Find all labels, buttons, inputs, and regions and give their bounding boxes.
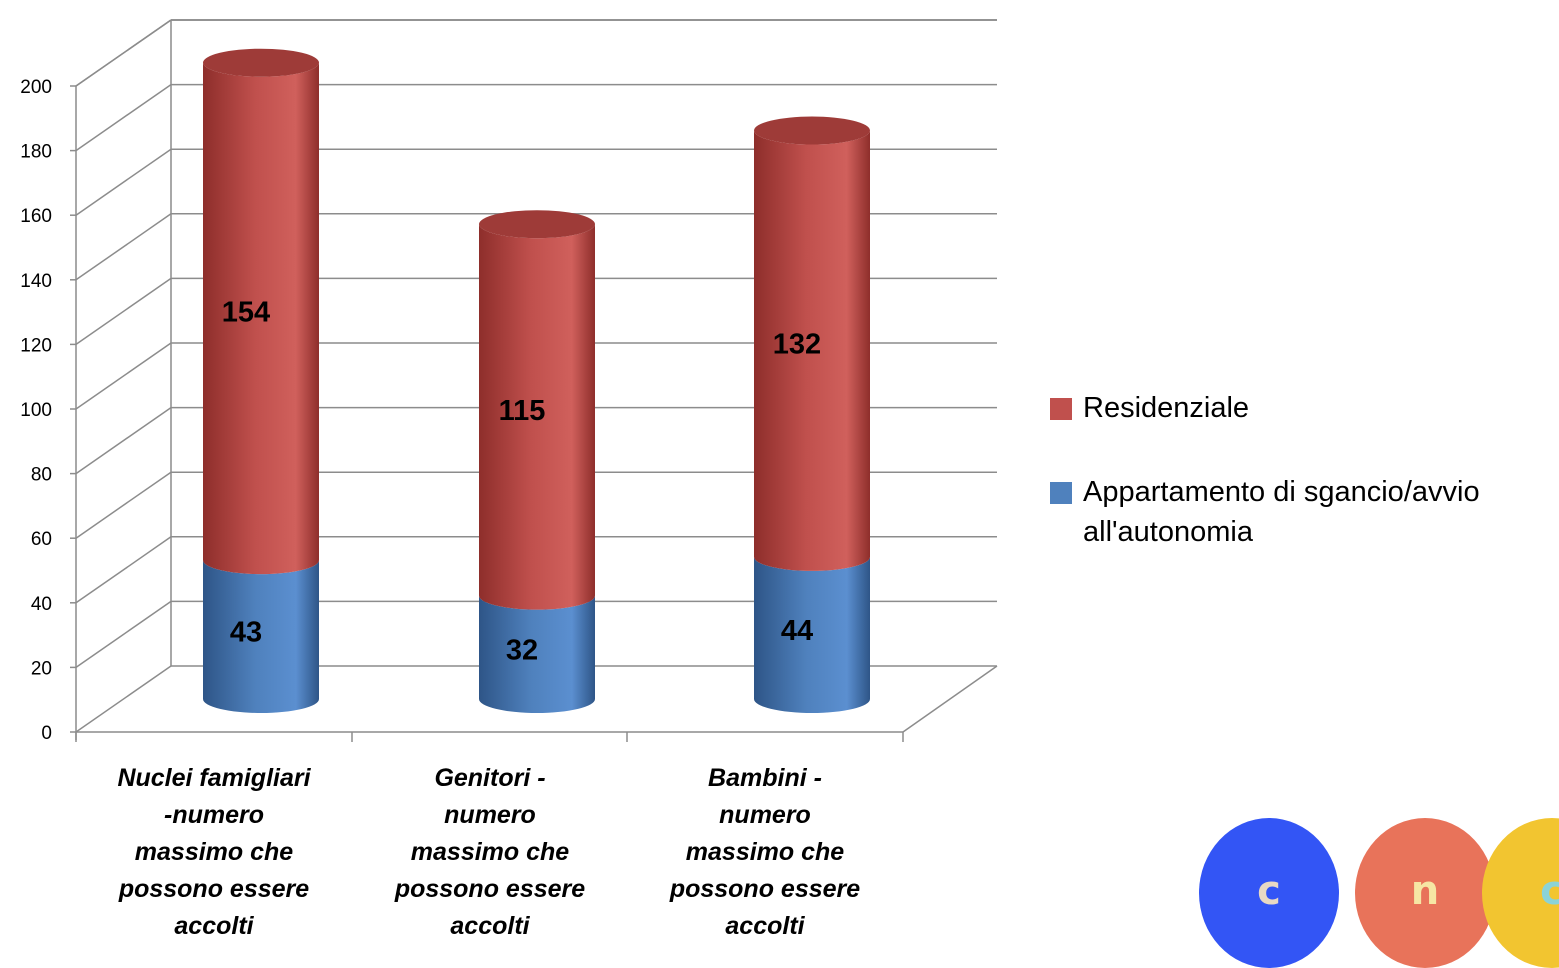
data-label-residenziale: 154 [222, 296, 270, 328]
bar-top-cap [479, 210, 595, 239]
bars [203, 48, 870, 713]
bar-segment-appartamento [479, 595, 595, 713]
legend-label-line: Appartamento di sgancio/avvio [1083, 476, 1480, 508]
gridline-side [75, 600, 172, 669]
x-category-label: numero [444, 801, 536, 829]
y-tick-label: 120 [20, 335, 52, 356]
legend-label-residenziale: Residenziale [1083, 388, 1559, 428]
gridline-side [75, 19, 172, 87]
data-label-appartamento: 43 [230, 617, 262, 649]
logo-circle-n-orange: n [1355, 818, 1495, 968]
y-axis: 0 20 40 60 80 100 120 140 160 180 200 [20, 77, 77, 744]
floor-right [902, 665, 998, 733]
y-tick-label: 40 [31, 594, 52, 615]
x-category-label: possono essere [118, 875, 309, 903]
x-category-label: accolti [725, 912, 805, 940]
gridline-side [75, 277, 172, 346]
gridline-side [75, 342, 172, 410]
bar-segment-residenziale [754, 130, 870, 571]
y-tick-label: 200 [20, 77, 52, 98]
gridline-side [75, 471, 172, 539]
logo-letter-c2: c [1540, 868, 1559, 914]
x-category-label: accolti [174, 912, 254, 940]
y-tick-label: 180 [20, 142, 52, 163]
legend-swatch-residenziale [1050, 398, 1072, 420]
gridline-side [75, 83, 172, 152]
x-category-label: Bambini - [708, 764, 822, 792]
data-labels: 43 154 32 115 44 132 [222, 296, 821, 666]
bar-top-cap [754, 116, 870, 145]
bar-segment-appartamento [203, 560, 319, 713]
x-category-label: massimo che [135, 838, 294, 866]
x-category-label: accolti [450, 912, 530, 940]
data-label-residenziale: 132 [773, 329, 821, 361]
y-tick-label: 100 [20, 400, 52, 421]
bar-segment-appartamento [754, 556, 870, 713]
gridline-side [75, 665, 172, 733]
bar-segment-residenziale [203, 62, 319, 575]
logo-letter-c: c [1257, 868, 1281, 914]
y-tick-label: 160 [20, 206, 52, 227]
legend-label-line: all'autonomia [1083, 516, 1253, 548]
x-category-label: Nuclei famigliari [117, 764, 311, 792]
y-tick-label: 140 [20, 271, 52, 292]
legend-label-appartamento: Appartamento di sgancio/avvio all'autonom… [1083, 472, 1559, 552]
gridline-side [75, 536, 172, 604]
legend-swatch-appartamento [1050, 482, 1072, 504]
x-axis: Nuclei famigliari -numero massimo che posso… [75, 732, 904, 940]
legend: Residenziale Appartamento di sgancio/avv… [1050, 388, 1559, 552]
x-category-label: massimo che [411, 838, 570, 866]
bar-segment-residenziale [479, 224, 595, 610]
legend-label-line: Residenziale [1083, 392, 1250, 424]
legend-item-residenziale: Residenziale [1050, 388, 1559, 428]
legend-item-appartamento: Appartamento di sgancio/avvio all'autonom… [1050, 472, 1559, 552]
bar-top-cap [203, 48, 319, 77]
logo-letter-n: n [1410, 868, 1440, 914]
x-category-label: -numero [164, 801, 264, 829]
y-tick-label: 0 [41, 723, 52, 744]
logo-circle-c-blue: c [1199, 818, 1339, 968]
gridline-side [75, 213, 172, 281]
data-label-appartamento: 44 [781, 615, 813, 647]
x-category-label: massimo che [686, 838, 845, 866]
gridline-side [75, 148, 172, 216]
x-category-label: possono essere [669, 875, 860, 903]
x-category-label: possono essere [394, 875, 585, 903]
x-category-label: Genitori - [434, 764, 545, 792]
y-tick-label: 60 [31, 529, 52, 550]
data-label-appartamento: 32 [506, 634, 538, 666]
gridline-side [75, 406, 172, 475]
x-category-label: numero [719, 801, 811, 829]
y-tick-label: 80 [31, 465, 52, 486]
y-tick-label: 20 [31, 658, 52, 679]
data-label-residenziale: 115 [499, 395, 546, 427]
